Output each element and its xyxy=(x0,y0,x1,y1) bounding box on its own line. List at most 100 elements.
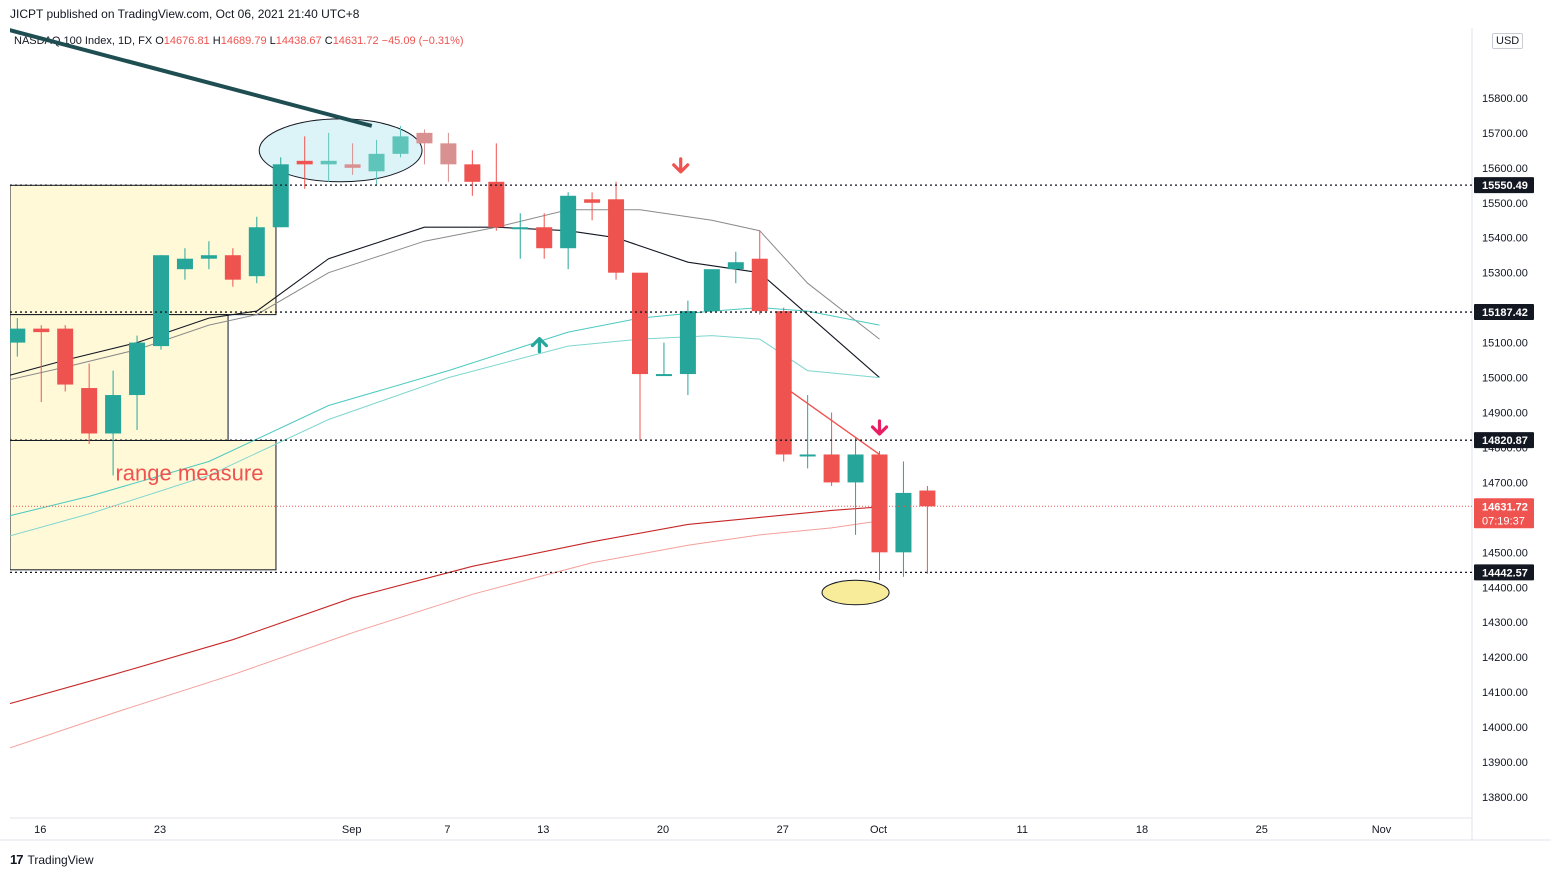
candle xyxy=(703,269,720,312)
price-tick-label: 14400.00 xyxy=(1482,582,1528,594)
close-value: 14631.72 xyxy=(332,35,379,47)
close-label: C xyxy=(324,35,333,47)
candle xyxy=(320,132,337,182)
candle-body xyxy=(919,490,936,507)
candle xyxy=(871,450,888,581)
candle-body xyxy=(224,255,241,280)
candle-body xyxy=(272,164,289,228)
candle-body xyxy=(895,492,912,553)
candle xyxy=(847,436,864,535)
candle-body xyxy=(608,199,625,273)
footer-brand[interactable]: 17 TradingView xyxy=(10,852,94,867)
candle-body xyxy=(368,153,385,172)
candle-body xyxy=(200,255,217,259)
candle-body xyxy=(703,269,720,312)
low-value: 14438.67 xyxy=(275,35,322,47)
candle xyxy=(248,216,265,284)
level-price-tag xyxy=(1474,432,1534,449)
candle xyxy=(464,150,481,196)
tradingview-logo-icon: 17 xyxy=(10,852,24,867)
candle-body xyxy=(871,454,888,553)
candle xyxy=(153,255,169,350)
price-tick-label: 14900.00 xyxy=(1482,408,1528,420)
symbol-name[interactable]: NASDAQ 100 Index, 1D, FX xyxy=(14,35,153,47)
moving-average-red xyxy=(10,506,880,705)
price-tick-label: 15500.00 xyxy=(1482,198,1528,210)
open-label: O xyxy=(155,35,164,47)
candle xyxy=(727,251,744,284)
candle-body xyxy=(248,227,265,277)
range-zone-0 xyxy=(10,184,277,316)
candle-body xyxy=(679,311,696,375)
time-tick-label: 27 xyxy=(777,824,789,836)
candle xyxy=(895,461,912,577)
currency-button[interactable]: USD xyxy=(1492,33,1524,49)
candle-body xyxy=(727,262,744,270)
level-price-tag xyxy=(1474,304,1534,321)
moving-average-black xyxy=(10,226,880,379)
time-tick-label: 7 xyxy=(444,824,450,836)
symbol-legend[interactable]: NASDAQ 100 Index, 1D, FX O14676.81 H1468… xyxy=(14,35,464,47)
candle-body xyxy=(751,258,768,312)
time-tick-label: 20 xyxy=(657,824,669,836)
candle xyxy=(200,241,217,270)
candle-body xyxy=(512,227,529,230)
candle-body xyxy=(632,272,648,375)
time-tick-label: Oct xyxy=(870,824,887,836)
candle-body xyxy=(536,227,553,249)
brand-name: TradingView xyxy=(27,852,94,867)
candle-body xyxy=(105,395,122,434)
arrow-down-icon xyxy=(870,419,889,436)
time-tick-label: 18 xyxy=(1136,824,1148,836)
trend-line-red_thin xyxy=(790,390,880,456)
candle xyxy=(81,363,98,444)
published-header: JICPT published on TradingView.com, Oct … xyxy=(10,7,360,21)
time-tick-label: 25 xyxy=(1256,824,1268,836)
time-tick-label: 13 xyxy=(537,824,549,836)
candle-body xyxy=(440,143,457,165)
time-tick-label: Nov xyxy=(1372,824,1392,836)
candle xyxy=(560,192,577,270)
price-tick-label: 15300.00 xyxy=(1482,268,1528,280)
moving-average-grey xyxy=(10,209,880,381)
candle-body xyxy=(655,374,672,377)
candle xyxy=(57,325,74,392)
candle-body xyxy=(153,255,169,347)
price-tick-label: 13900.00 xyxy=(1482,757,1528,769)
candle xyxy=(392,125,409,158)
candle xyxy=(440,132,457,182)
candle-body xyxy=(847,454,864,483)
candle xyxy=(655,342,672,377)
change-value: −45.09 (−0.31%) xyxy=(381,35,464,47)
range-measure-label: range measure xyxy=(115,461,263,486)
candle xyxy=(823,412,840,486)
price-tick-label: 14200.00 xyxy=(1482,652,1528,664)
moving-average-teal xyxy=(10,307,880,517)
candle xyxy=(632,272,648,441)
candle-body xyxy=(129,342,146,396)
price-tick-label: 13800.00 xyxy=(1482,792,1528,804)
plot-area: range measure xyxy=(10,28,936,749)
candle-body xyxy=(344,164,361,168)
candle xyxy=(105,370,122,476)
level-price-label: 15187.42 xyxy=(1482,307,1528,319)
last-price-tag xyxy=(1474,498,1534,529)
high-value: 14689.79 xyxy=(220,35,267,47)
candle xyxy=(775,307,792,462)
high-label: H xyxy=(212,35,221,47)
level-price-tag xyxy=(1474,564,1534,581)
price-tick-label: 15600.00 xyxy=(1482,163,1528,175)
level-price-label: 14820.87 xyxy=(1482,435,1528,447)
candle-body xyxy=(823,454,840,483)
candle xyxy=(129,335,146,430)
candle xyxy=(679,300,696,396)
candle xyxy=(176,248,193,280)
candle xyxy=(488,143,505,231)
candle xyxy=(751,230,768,315)
price-tick-label: 14300.00 xyxy=(1482,617,1528,629)
candle-body xyxy=(584,199,601,203)
candle xyxy=(368,139,385,186)
open-value: 14676.81 xyxy=(163,35,210,47)
candle xyxy=(799,395,816,469)
